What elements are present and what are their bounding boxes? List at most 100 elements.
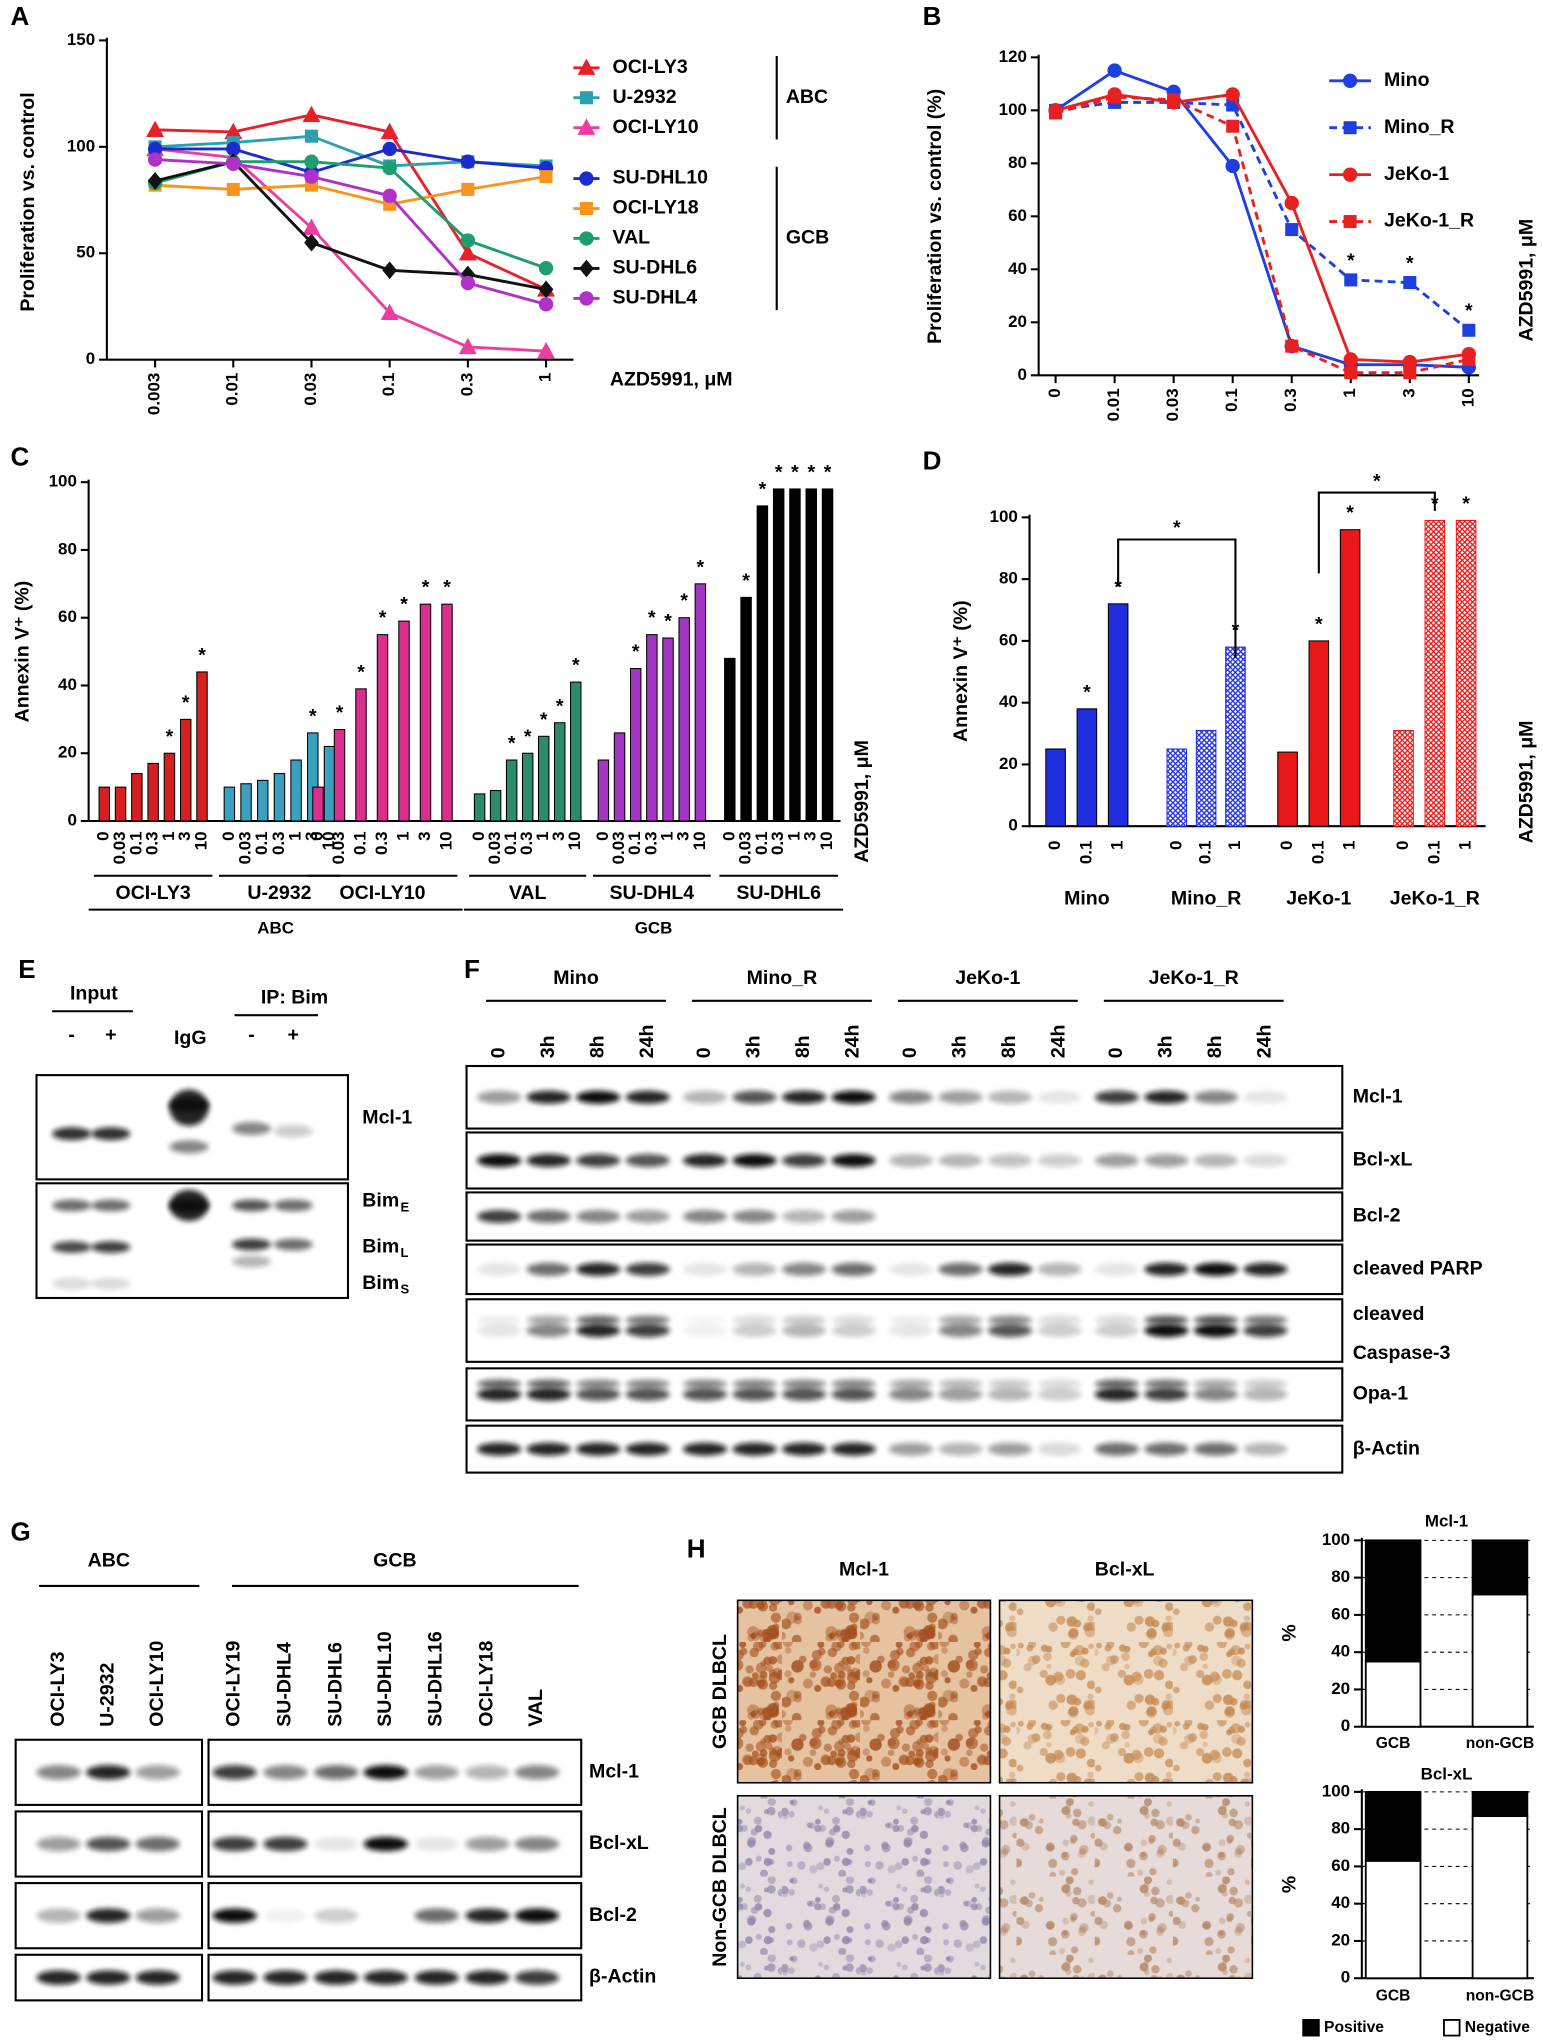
blot-band	[526, 1090, 571, 1104]
blot-band	[273, 1238, 313, 1251]
bar	[1076, 708, 1098, 827]
group-label: VAL	[509, 882, 547, 904]
blot-frame	[35, 1074, 350, 1181]
blot-band	[938, 1153, 983, 1167]
row-label-sub: S	[401, 1282, 410, 1297]
legend-label: Negative	[1465, 2019, 1530, 2036]
blot-band	[1193, 1153, 1239, 1167]
point	[146, 120, 165, 137]
blot-band	[938, 1262, 983, 1276]
point	[1403, 276, 1417, 290]
lane-label: 3h	[537, 1035, 559, 1058]
x-tick-label: 3	[801, 831, 820, 840]
point	[1343, 121, 1357, 135]
blot-band	[781, 1090, 827, 1104]
annotation: *	[1462, 493, 1470, 515]
legend-label: SU-DHL6	[613, 257, 698, 279]
blot-frame	[465, 1367, 1344, 1422]
row-label: Bim	[362, 1235, 399, 1257]
blot-band	[52, 1199, 92, 1212]
blot-band	[987, 1315, 1033, 1325]
blot-band	[86, 1908, 131, 1923]
point	[1225, 158, 1240, 174]
lane-label: 8h	[998, 1035, 1020, 1058]
blot-band	[1243, 1324, 1288, 1338]
bar	[772, 488, 785, 822]
point	[579, 259, 594, 278]
blot-band	[781, 1210, 827, 1224]
series-line	[155, 113, 547, 291]
blot-band	[987, 1387, 1033, 1401]
point	[382, 188, 397, 203]
annotation: *	[632, 641, 640, 663]
point	[147, 152, 163, 167]
x-tick-label: 0.1	[625, 831, 644, 855]
blot-band	[831, 1210, 876, 1224]
blot-band	[465, 1970, 510, 1985]
group-label: JeKo-1	[1286, 887, 1351, 909]
x-tick-label: non-GCB	[1466, 1988, 1535, 2005]
blot-band	[212, 1908, 257, 1923]
x-tick-label: non-GCB	[1466, 1735, 1535, 1752]
blot-band	[732, 1262, 777, 1276]
blot-frame	[14, 1810, 204, 1878]
legend-label: U-2932	[613, 86, 677, 108]
x-tick-label: 0.1	[350, 831, 369, 855]
x-tick-label: 1	[1456, 841, 1475, 850]
blot-band	[831, 1090, 876, 1104]
y-tick-label: 80	[999, 569, 1018, 588]
y-tick-label: 100	[49, 472, 77, 491]
blot-band	[625, 1315, 670, 1325]
annotation: *	[556, 695, 564, 717]
series-line	[154, 147, 547, 353]
x-tick-label: 0	[719, 831, 738, 840]
annotation: *	[1083, 681, 1091, 703]
annotation: *	[422, 577, 430, 599]
row-label: β-Actin	[1353, 1437, 1420, 1459]
blot-band	[682, 1153, 728, 1167]
blot-band	[625, 1153, 670, 1167]
annotation: *	[1114, 576, 1122, 598]
blot-band	[1243, 1315, 1288, 1325]
blot-band	[86, 1836, 131, 1852]
y-tick-label: 0	[86, 349, 95, 368]
row-label-sub: E	[401, 1199, 410, 1214]
point	[458, 244, 477, 261]
bar-segment	[1471, 1539, 1529, 1596]
x-tick-label: 1	[286, 831, 305, 840]
bar	[1277, 751, 1298, 827]
bar	[553, 722, 566, 822]
x-tick-label: 0.003	[145, 373, 164, 415]
point	[304, 169, 319, 184]
blot-band	[314, 1970, 359, 1985]
bar	[355, 688, 367, 822]
blot-band	[732, 1379, 777, 1389]
point	[1167, 93, 1181, 107]
annotation: *	[524, 726, 532, 748]
bar	[521, 752, 534, 822]
annotation: *	[759, 478, 767, 500]
group-label: GCB	[373, 1549, 416, 1571]
bar	[1166, 748, 1188, 827]
blot-band	[273, 1199, 313, 1212]
blot-band	[781, 1262, 827, 1276]
x-tick-label: 0.3	[269, 831, 288, 855]
blot-band	[1094, 1315, 1139, 1325]
point	[1343, 215, 1357, 229]
x-tick-label: 3	[549, 831, 568, 840]
x-tick-label: 0	[94, 831, 113, 840]
blot-band	[938, 1324, 983, 1338]
x-tick-label: 0.03	[329, 831, 348, 864]
x-tick-label: 0	[593, 831, 612, 840]
lane-label: SU-DHL10	[374, 1631, 396, 1727]
blot-band	[781, 1153, 827, 1167]
x-tick-label: 0.3	[457, 373, 476, 397]
blot-band	[476, 1090, 522, 1104]
y-tick-label: 40	[1331, 1642, 1350, 1661]
blot-band	[212, 1836, 257, 1852]
y-axis-label: %	[1278, 1876, 1300, 1893]
y-tick-label: 50	[76, 243, 95, 262]
blot-band	[465, 1836, 510, 1852]
annotation: *	[1406, 252, 1414, 274]
blot-band	[625, 1442, 670, 1456]
